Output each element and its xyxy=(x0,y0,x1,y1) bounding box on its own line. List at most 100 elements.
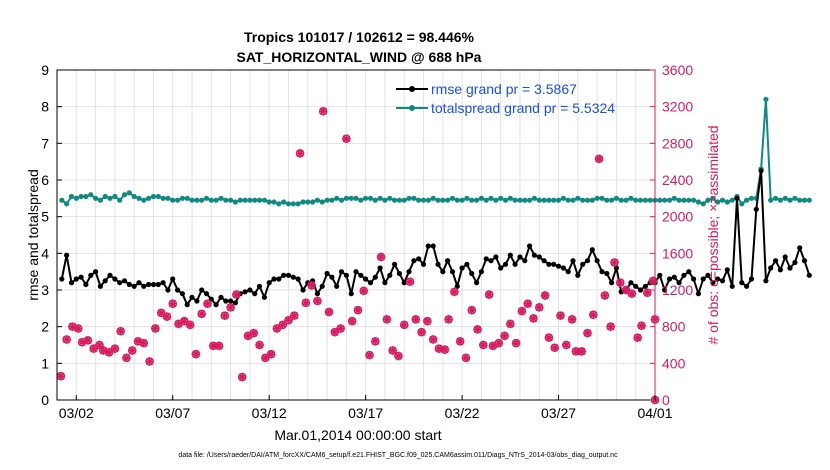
rmse-point xyxy=(792,259,798,266)
rmse-point xyxy=(729,283,735,289)
rmse-point xyxy=(334,283,340,289)
y-left-axis-label: rmse and totalspread xyxy=(25,169,41,301)
rmse-point xyxy=(734,195,740,201)
y-left-tick-label: 5 xyxy=(41,209,49,225)
rmse-point xyxy=(372,274,378,280)
spread-point xyxy=(150,193,157,200)
rmse-point xyxy=(686,269,692,275)
obs-marker xyxy=(284,315,293,325)
rmse-point xyxy=(435,261,441,267)
obs-marker xyxy=(324,307,334,317)
obs-series xyxy=(56,107,660,405)
rmse-point xyxy=(512,261,518,267)
obs-marker xyxy=(523,299,532,308)
x-axis-ticks: 03/02 03/07 03/12 03/17 03/22 03/27 04/01 xyxy=(59,395,673,421)
rmse-point xyxy=(425,243,431,249)
rmse-point xyxy=(242,289,248,295)
rmse-point xyxy=(406,269,412,275)
spread-point xyxy=(459,197,465,203)
spread-point xyxy=(387,195,393,201)
spread-point xyxy=(170,197,176,203)
spread-point xyxy=(305,199,311,205)
rmse-point xyxy=(594,258,600,264)
rmse-point xyxy=(739,280,745,286)
obs-marker xyxy=(455,337,465,346)
obs-marker xyxy=(209,341,218,351)
obs-marker xyxy=(180,316,189,326)
spread-point xyxy=(218,195,224,201)
obs-marker xyxy=(73,324,83,333)
spread-point xyxy=(633,197,639,203)
spread-point xyxy=(599,195,605,201)
spread-point xyxy=(493,197,499,203)
spread-point xyxy=(555,197,562,203)
spread-point xyxy=(613,195,620,201)
y-left-tick-label: 1 xyxy=(41,355,49,371)
spread-point xyxy=(469,197,475,203)
data-file-footnote: data file: /Users/raeder/DAI/ATM_forcXX/… xyxy=(178,452,618,459)
rmse-point xyxy=(575,272,581,278)
rmse-point xyxy=(787,265,793,271)
obs-marker xyxy=(342,134,351,143)
spread-point xyxy=(686,197,692,203)
legend: rmse grand pr = 3.5867 totalspread grand… xyxy=(396,81,615,116)
rmse-point xyxy=(474,280,480,286)
y-right-tick-label: 1200 xyxy=(662,282,693,298)
spread-point xyxy=(223,197,229,203)
spread-point xyxy=(276,201,282,207)
rmse-point xyxy=(469,270,475,277)
spread-point xyxy=(768,197,774,203)
rmse-point xyxy=(121,278,128,284)
obs-marker xyxy=(450,287,459,297)
obs-marker xyxy=(484,290,494,299)
rmse-point xyxy=(758,168,764,174)
spread-point xyxy=(213,197,219,203)
rmse-point xyxy=(281,272,287,278)
spread-point xyxy=(232,199,238,205)
rmse-point xyxy=(319,283,325,289)
rmse-point xyxy=(218,294,224,300)
legend-rmse-label: rmse grand pr = 3.5867 xyxy=(431,81,577,97)
spread-point xyxy=(310,199,316,205)
obs-marker xyxy=(556,311,565,320)
obs-marker xyxy=(214,341,224,351)
spread-point xyxy=(763,96,769,102)
rmse-point xyxy=(522,258,528,264)
spread-point xyxy=(618,197,624,203)
x-tick-label: 03/12 xyxy=(252,405,287,421)
rmse-point xyxy=(276,276,282,282)
rmse-point xyxy=(628,280,634,286)
spread-point xyxy=(449,195,456,201)
obs-marker xyxy=(594,154,604,164)
spread-point xyxy=(724,199,730,205)
rmse-point xyxy=(83,281,89,288)
x-tick-label: 04/01 xyxy=(637,405,672,421)
rmse-point xyxy=(724,267,730,273)
x-tick-label: 03/17 xyxy=(348,405,383,421)
rmse-point xyxy=(136,280,142,286)
obs-marker xyxy=(226,303,235,312)
rmse-point xyxy=(126,281,132,288)
rmse-point xyxy=(565,269,571,275)
rmse-point xyxy=(131,283,137,289)
spread-point xyxy=(792,195,798,201)
rmse-point xyxy=(285,272,292,278)
spread-point xyxy=(363,195,369,201)
rmse-point xyxy=(541,258,547,264)
rmse-point xyxy=(604,270,610,277)
spread-point xyxy=(681,197,687,203)
obs-marker xyxy=(382,315,392,324)
x-tick-label: 03/07 xyxy=(155,405,190,421)
spread-point xyxy=(396,197,402,203)
rmse-point xyxy=(329,274,335,280)
rmse-point xyxy=(416,256,422,262)
spread-point xyxy=(604,197,610,203)
obs-marker xyxy=(423,316,432,326)
obs-marker xyxy=(544,333,554,342)
spread-point xyxy=(637,197,644,203)
spread-point xyxy=(623,197,629,203)
rmse-point xyxy=(300,287,306,293)
rmse-point xyxy=(536,254,542,260)
spread-point xyxy=(334,195,340,201)
obs-marker xyxy=(301,298,311,308)
